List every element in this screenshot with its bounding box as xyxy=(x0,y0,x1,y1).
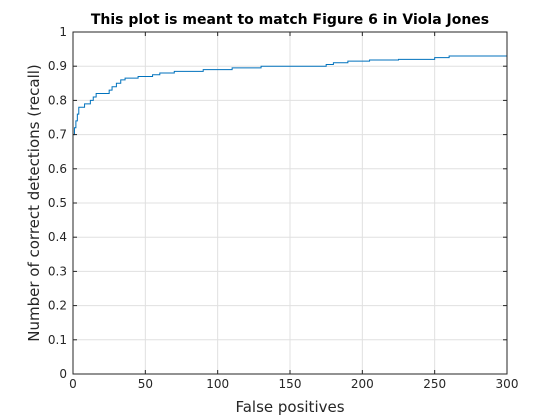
y-tick-label: 0.9 xyxy=(48,59,67,73)
y-tick-label: 0 xyxy=(59,367,67,381)
x-tick-label: 300 xyxy=(496,377,519,391)
tick-marks xyxy=(72,31,508,375)
series-layer xyxy=(72,55,507,374)
x-tick-label: 200 xyxy=(351,377,374,391)
y-tick-label: 0.1 xyxy=(48,333,67,347)
x-tick-label: 0 xyxy=(69,377,77,391)
x-axis-label: False positives xyxy=(235,398,344,416)
y-tick-label: 0.5 xyxy=(48,196,67,210)
x-tick-label: 250 xyxy=(423,377,446,391)
x-tick-label: 100 xyxy=(206,377,229,391)
y-tick-label: 0.3 xyxy=(48,264,67,278)
y-tick-label: 0.2 xyxy=(48,299,67,313)
y-axis-label: Number of correct detections (recall) xyxy=(25,64,43,342)
x-tick-label: 150 xyxy=(279,377,302,391)
y-tick-label: 0.4 xyxy=(48,230,67,244)
y-tick-label: 0.7 xyxy=(48,128,67,142)
chart-title: This plot is meant to match Figure 6 in … xyxy=(91,12,489,28)
y-tick-label: 1 xyxy=(59,25,67,39)
x-tick-labels: 0 50 100 150 200 250 300 xyxy=(69,377,518,391)
y-tick-label: 0.6 xyxy=(48,162,67,176)
recall-curve xyxy=(72,55,507,374)
y-tick-label: 0.8 xyxy=(48,93,67,107)
x-tick-label: 50 xyxy=(138,377,153,391)
y-tick-labels: 0 0.1 0.2 0.3 0.4 0.5 0.6 0.7 0.8 0.9 1 xyxy=(48,25,67,381)
